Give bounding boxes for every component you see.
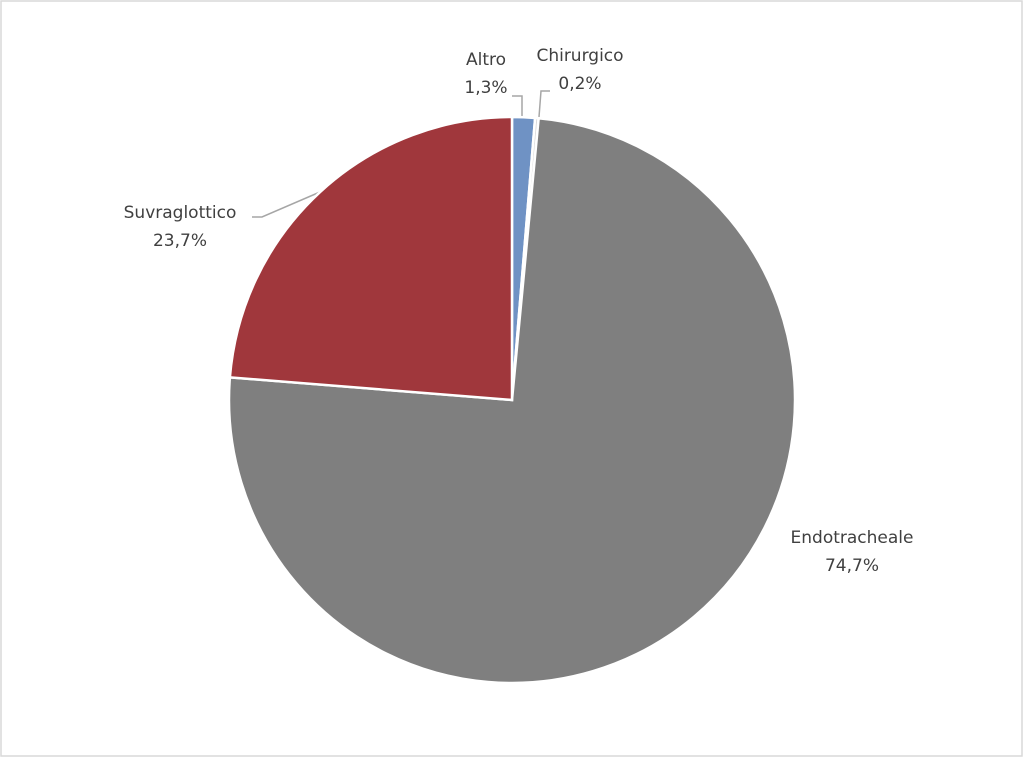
pie-slice — [228, 115, 514, 402]
slice-label: Chirurgico — [536, 46, 623, 66]
leader-line — [252, 191, 321, 218]
leader-line — [538, 90, 550, 118]
slice-label: Suvraglottico — [124, 203, 237, 223]
slice-value-label: 0,2% — [558, 74, 601, 94]
slice-label: Endotracheale — [791, 528, 914, 548]
leader-line — [512, 95, 523, 117]
slice-label: Altro — [466, 50, 506, 70]
slice-value-label: 1,3% — [464, 78, 507, 98]
slice-value-label: 23,7% — [153, 231, 207, 251]
slice-value-label: 74,7% — [825, 556, 879, 576]
